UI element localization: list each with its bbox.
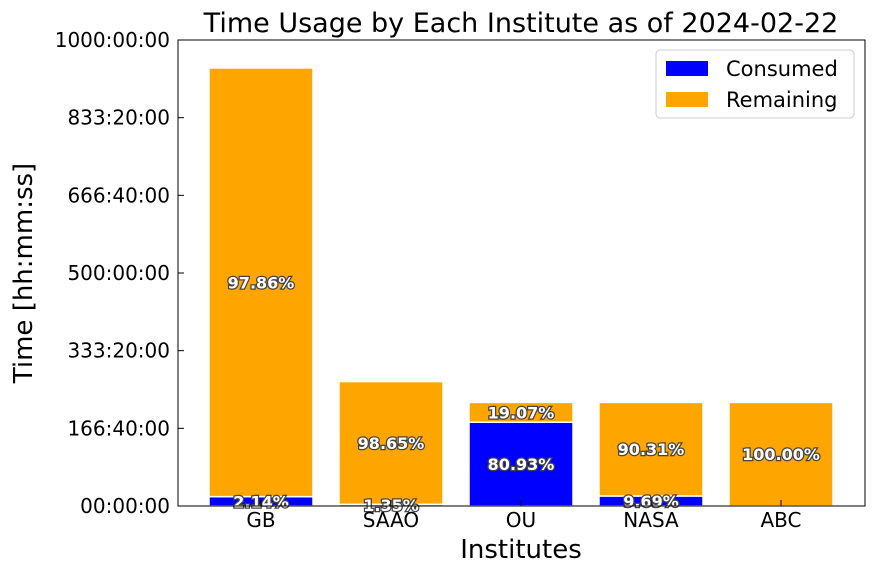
- bars-layer: [208, 67, 834, 507]
- chart-title: Time Usage by Each Institute as of 2024-…: [203, 8, 839, 39]
- y-tick-label: 333:20:00: [67, 339, 170, 363]
- y-tick-label: 166:40:00: [67, 416, 170, 440]
- y-tick-label: 666:40:00: [67, 183, 170, 207]
- y-axis-label: Time [hh:mm:ss]: [9, 163, 39, 384]
- bar-remaining-abc: [728, 401, 834, 507]
- x-tick-label-abc: ABC: [760, 508, 801, 532]
- bar-label-consumed-ou: 80.93%: [488, 455, 555, 474]
- x-tick-label-nasa: NASA: [623, 508, 679, 532]
- bar-consumed-ou: [468, 421, 574, 507]
- bar-remaining-ou: [468, 401, 574, 423]
- y-tick-label: 1000:00:00: [55, 28, 170, 52]
- bar-remaining-saao: [338, 380, 444, 506]
- legend-swatch-consumed: [666, 61, 708, 76]
- x-tick-label-saao: SAAO: [363, 508, 419, 532]
- bar-labels-layer: 2.14%97.86%1.35%98.65%80.93%19.07%9.69%9…: [226, 272, 821, 516]
- x-tick-label-gb: GB: [246, 508, 275, 532]
- bar-label-remaining-gb: 97.86%: [228, 273, 295, 292]
- y-tick-label: 833:20:00: [67, 106, 170, 130]
- bar-label-remaining-saao: 98.65%: [358, 434, 425, 453]
- legend: Consumed Remaining: [655, 49, 855, 119]
- y-tick-label: 500:00:00: [67, 261, 170, 285]
- x-axis-ticks: GB SAAO OU NASA ABC: [246, 500, 802, 532]
- bar-label-remaining-ou: 19.07%: [488, 403, 555, 422]
- bar-remaining-nasa: [598, 401, 704, 497]
- legend-label-remaining: Remaining: [726, 88, 838, 112]
- bar-label-remaining-nasa: 90.31%: [618, 440, 685, 459]
- legend-swatch-remaining: [666, 92, 708, 107]
- legend-label-consumed: Consumed: [726, 57, 838, 81]
- y-tick-label: 00:00:00: [80, 494, 170, 518]
- bar-remaining-gb: [208, 67, 314, 498]
- x-axis-label: Institutes: [460, 535, 582, 565]
- x-tick-label-ou: OU: [506, 508, 536, 532]
- bar-label-remaining-abc: 100.00%: [742, 445, 820, 464]
- y-axis-ticks: 00:00:00 166:40:00 333:20:00 500:00:00 666:4…: [55, 28, 184, 518]
